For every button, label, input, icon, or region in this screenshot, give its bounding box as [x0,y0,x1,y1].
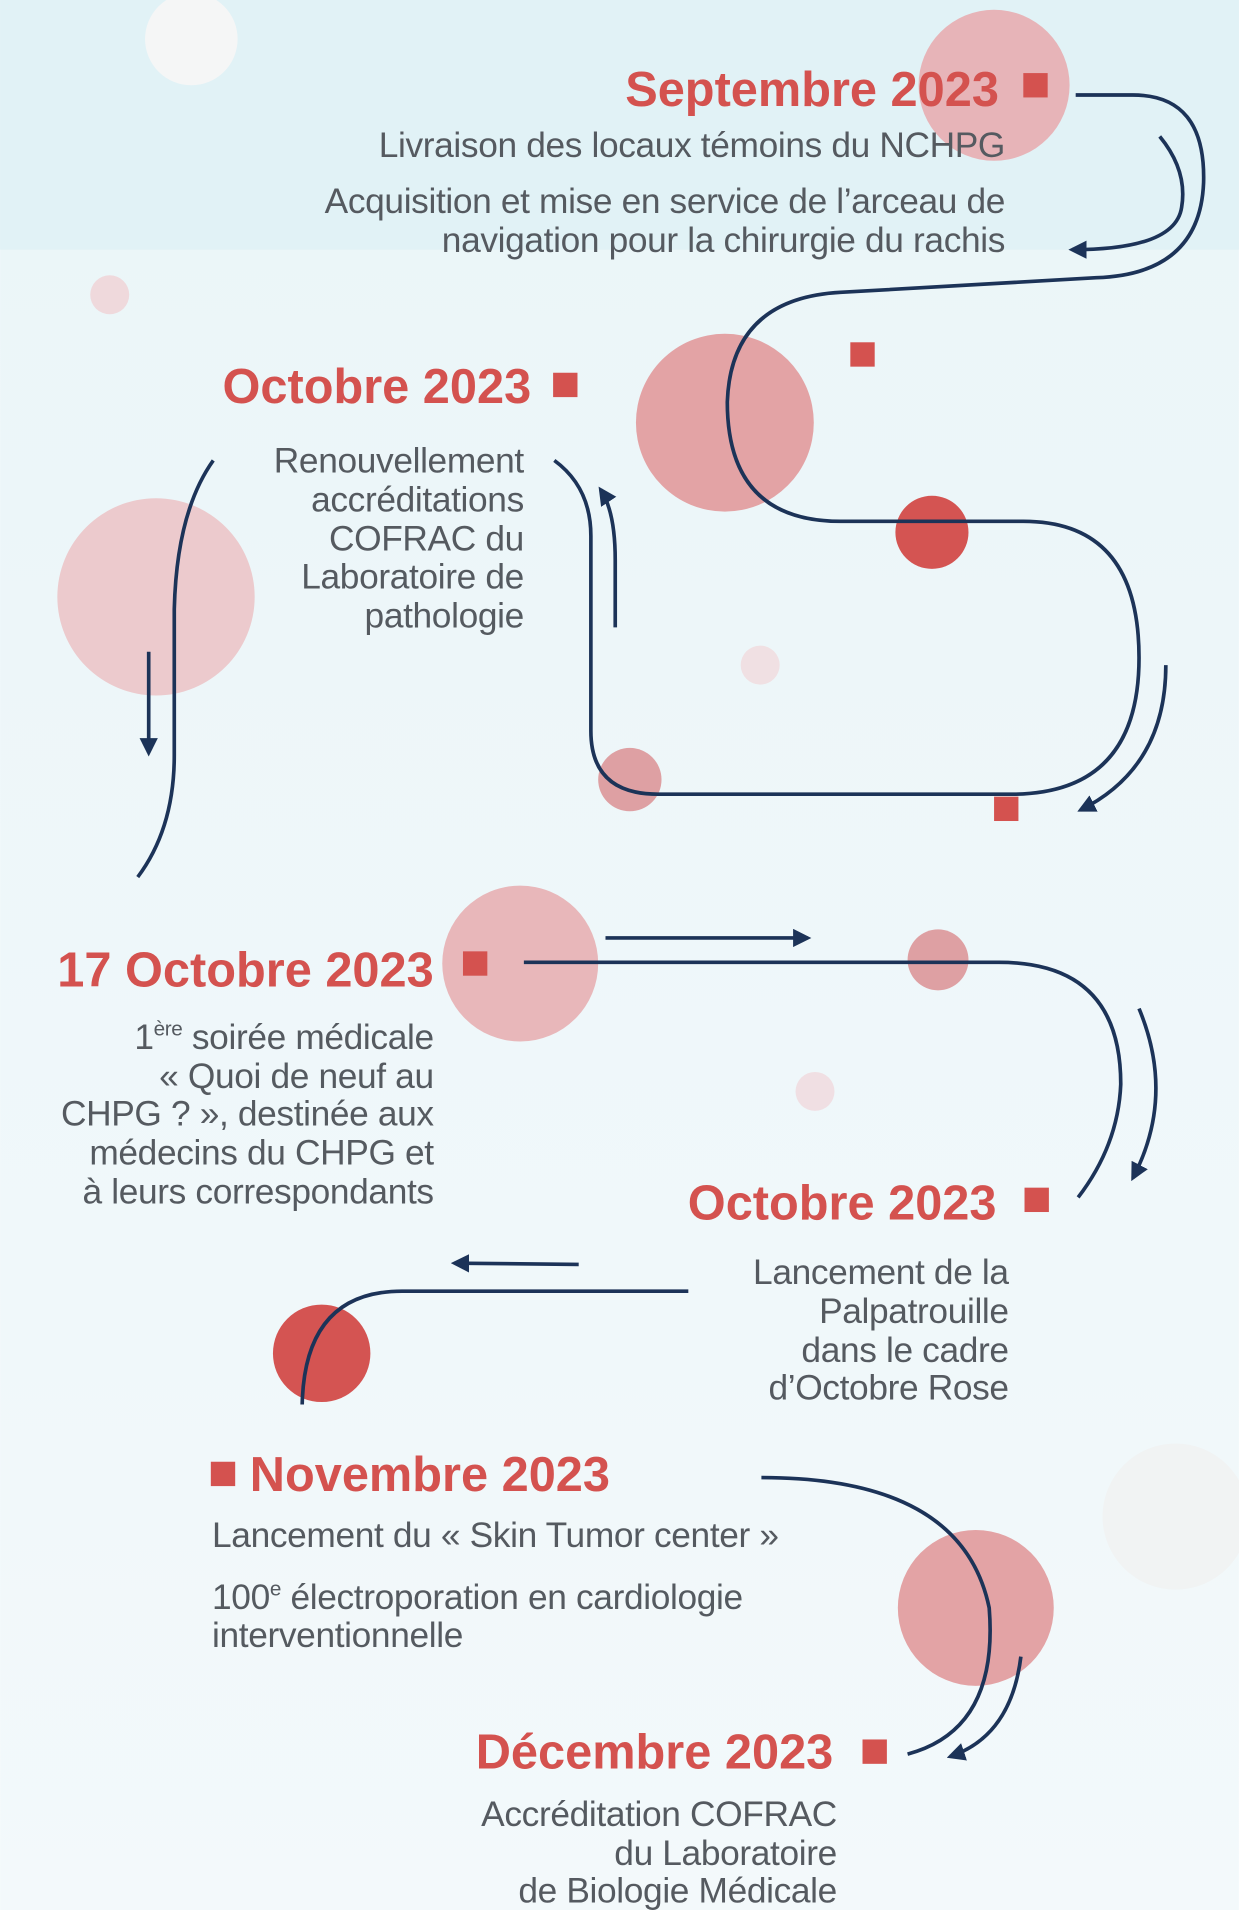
event-line: accréditations [311,481,524,520]
event-line: Acquisition et mise en service de l’arce… [325,182,1005,221]
event: Décembre 2023 Accréditation COFRAC du La… [476,1726,838,1910]
event-line: Lancement du « Skin Tumor center » [212,1516,779,1555]
event: Novembre 2023 Lancement du « Skin Tumor … [212,1448,779,1655]
event-line: Palpatrouille [819,1292,1009,1331]
event-line: Accréditation COFRAC [481,1795,837,1834]
event-line: Lancement de la [753,1253,1009,1292]
event-line: pathologie [365,596,524,635]
event-line: médecins du CHPG et [89,1134,434,1173]
event-line: 1ère soirée médicale [134,1017,433,1056]
event-line: de Biologie Médicale [518,1872,837,1910]
event: 17 Octobre 2023 1ère soirée médicale « Q… [57,944,435,1212]
superscript: e [270,1578,281,1601]
event-line: interventionnelle [212,1616,463,1655]
event-date: 17 Octobre 2023 [57,944,433,998]
text: 100 [212,1578,270,1617]
decor-squares [210,73,1049,1764]
event-date: Octobre 2023 [688,1176,997,1230]
event: Septembre 2023 Livraison des locaux témo… [325,63,1006,260]
event-line: COFRAC du [329,520,524,559]
superscript: ère [154,1017,183,1040]
text: soirée médicale [182,1018,433,1057]
event-line: du Laboratoire [614,1834,837,1873]
text: 1 [134,1018,153,1057]
event: Octobre 2023 Renouvellement accréditatio… [222,360,531,635]
event: Octobre 2023 Lancement de la Palpatrouil… [688,1176,1010,1407]
event-line: navigation pour la chirurgie du rachis [442,221,1005,260]
route [136,93,1206,1756]
event-date: Octobre 2023 [222,360,531,414]
decor-circles [57,0,1239,1686]
event-date: Décembre 2023 [476,1726,834,1780]
event-line: « Quoi de neuf au [159,1057,434,1096]
event-line: Livraison des locaux témoins du NCHPG [379,126,1005,165]
event-line: d’Octobre Rose [768,1369,1008,1408]
event-line: dans le cadre [801,1331,1008,1370]
text: électroporation en cardiologie [281,1578,743,1617]
event-line: Renouvellement [274,442,525,481]
event-line: 100e électroporation en cardiologie [212,1578,743,1617]
event-date: Novembre 2023 [250,1448,610,1502]
event-date: Septembre 2023 [625,63,999,117]
arrows [139,135,1185,1761]
event-line: Laboratoire de [301,557,524,596]
event-line: à leurs correspondants [83,1172,434,1211]
event-line: CHPG ? », destinée aux [61,1095,434,1134]
